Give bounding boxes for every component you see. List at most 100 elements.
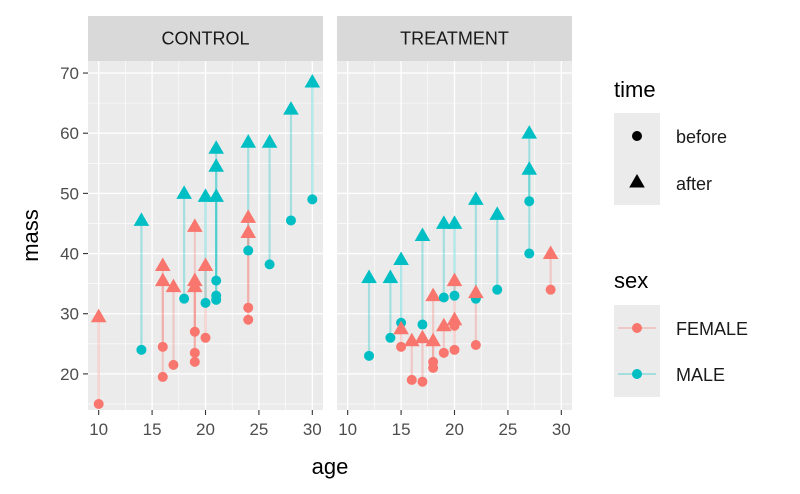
facet-strip-treatment: TREATMENT <box>337 16 572 61</box>
point-after <box>240 209 257 223</box>
legend-point-male <box>632 369 642 379</box>
point-after <box>187 218 203 232</box>
y-tick-label: 20 <box>60 365 79 384</box>
point-before <box>211 275 222 286</box>
point-before <box>285 215 296 226</box>
point-after <box>240 134 257 148</box>
legend-label-male: MALE <box>676 365 725 385</box>
point-before <box>396 341 407 352</box>
point-before <box>470 340 481 351</box>
point-before <box>524 196 535 207</box>
point-after <box>361 269 377 284</box>
point-before <box>385 332 396 343</box>
facet-strip-control: CONTROL <box>88 16 323 61</box>
point-after <box>304 74 321 88</box>
point-before <box>211 294 222 305</box>
legend-sex-title: sex <box>614 268 648 293</box>
point-after <box>208 140 224 154</box>
point-before <box>406 374 417 385</box>
x-axis-control: 10 15 20 25 30 <box>89 410 322 439</box>
point-after <box>133 212 150 226</box>
point-after <box>197 188 214 202</box>
x-tick-label: 15 <box>392 420 411 439</box>
x-axis-treatment: 10 15 20 25 30 <box>338 410 571 439</box>
x-tick-label: 25 <box>498 420 517 439</box>
y-axis-title: mass <box>18 209 43 262</box>
point-before <box>545 284 556 295</box>
x-tick-label: 30 <box>552 420 571 439</box>
point-after <box>197 257 214 272</box>
point-after <box>261 134 278 148</box>
point-after <box>446 215 463 229</box>
point-after <box>393 320 409 335</box>
point-before <box>243 314 254 325</box>
point-after <box>436 215 452 229</box>
point-before <box>93 398 104 409</box>
x-tick-label: 10 <box>338 420 357 439</box>
point-before <box>157 371 168 382</box>
x-tick-label: 30 <box>303 420 322 439</box>
point-after <box>489 206 506 220</box>
point-before <box>136 344 147 355</box>
point-after <box>283 101 299 115</box>
facet-label-control: CONTROL <box>161 29 249 49</box>
point-before <box>449 290 460 301</box>
point-after <box>240 224 257 238</box>
point-after <box>414 329 431 344</box>
point-before <box>492 284 503 295</box>
point-after <box>154 257 171 272</box>
point-after <box>208 188 224 202</box>
legend-triangle-icon <box>629 173 645 188</box>
point-after <box>165 278 182 293</box>
point-before <box>307 194 318 205</box>
point-after <box>468 284 484 299</box>
legend-sex: sex FEMALE MALE <box>614 268 748 397</box>
legend-label-female: FEMALE <box>676 319 748 339</box>
point-before <box>449 344 460 355</box>
legend-time-title: time <box>614 77 656 102</box>
point-before <box>264 259 275 270</box>
point-after <box>393 251 409 266</box>
point-before <box>243 302 254 313</box>
point-before <box>438 292 449 303</box>
point-before <box>179 293 190 304</box>
point-before <box>168 359 179 370</box>
point-after <box>208 158 224 172</box>
point-after <box>521 125 538 139</box>
point-after <box>414 227 431 241</box>
point-after <box>542 245 559 260</box>
y-axis: 20 30 40 50 60 70 <box>60 64 88 384</box>
legend-circle-icon <box>632 131 642 141</box>
y-tick-label: 70 <box>60 64 79 83</box>
point-after <box>521 161 538 175</box>
point-after <box>446 272 463 287</box>
legend-point-female <box>632 323 642 333</box>
point-before <box>417 319 428 330</box>
x-tick-label: 10 <box>89 420 108 439</box>
x-tick-label: 15 <box>143 420 162 439</box>
legend-label-after: after <box>676 174 712 194</box>
point-after <box>468 191 484 205</box>
y-tick-label: 60 <box>60 124 79 143</box>
legend-label-before: before <box>676 127 727 147</box>
point-before <box>200 332 211 343</box>
point-before <box>189 356 200 367</box>
point-after <box>382 269 399 284</box>
y-tick-label: 40 <box>60 245 79 264</box>
point-before <box>200 297 211 308</box>
point-before <box>157 341 168 352</box>
point-after <box>436 317 452 332</box>
x-tick-label: 20 <box>196 420 215 439</box>
point-before <box>428 362 439 373</box>
point-after <box>90 308 107 323</box>
point-after <box>425 332 441 347</box>
point-after <box>154 272 171 287</box>
y-tick-label: 30 <box>60 305 79 324</box>
x-axis-title: age <box>312 454 349 479</box>
panel-control <box>88 61 323 410</box>
x-tick-label: 25 <box>249 420 268 439</box>
point-before <box>189 347 200 358</box>
point-before <box>189 326 200 337</box>
point-after <box>425 287 441 302</box>
